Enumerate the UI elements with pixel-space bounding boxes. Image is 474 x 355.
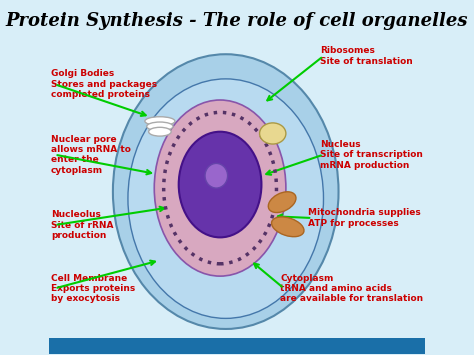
Text: Nuclear pore
allows mRNA to
enter the
cytoplasm: Nuclear pore allows mRNA to enter the cy… — [51, 135, 131, 175]
Text: Cytoplasm
tRNA and amino acids
are available for translation: Cytoplasm tRNA and amino acids are avail… — [280, 274, 423, 304]
Text: Mitochondria supplies
ATP for processes: Mitochondria supplies ATP for processes — [309, 208, 421, 228]
Ellipse shape — [149, 127, 171, 136]
Text: Ribosomes
Site of translation: Ribosomes Site of translation — [320, 46, 412, 66]
Ellipse shape — [179, 132, 262, 237]
Text: Nucleolus
Site of rRNA
production: Nucleolus Site of rRNA production — [51, 210, 113, 240]
Ellipse shape — [272, 217, 304, 237]
Ellipse shape — [147, 122, 173, 131]
Text: Golgi Bodies
Stores and packages
completed proteins: Golgi Bodies Stores and packages complet… — [51, 69, 157, 99]
Ellipse shape — [145, 117, 175, 126]
Ellipse shape — [128, 79, 323, 318]
Text: Protein Synthesis - The role of cell organelles: Protein Synthesis - The role of cell org… — [6, 12, 468, 30]
Text: Cell Membrane
Exports proteins
by exocytosis: Cell Membrane Exports proteins by exocyt… — [51, 274, 135, 304]
Ellipse shape — [113, 54, 338, 329]
Bar — [49, 338, 425, 354]
Ellipse shape — [260, 123, 286, 144]
Ellipse shape — [268, 192, 296, 213]
Ellipse shape — [154, 100, 286, 276]
Text: Nucleus
Site of transcription
mRNA production: Nucleus Site of transcription mRNA produ… — [320, 140, 423, 169]
Ellipse shape — [205, 163, 228, 188]
